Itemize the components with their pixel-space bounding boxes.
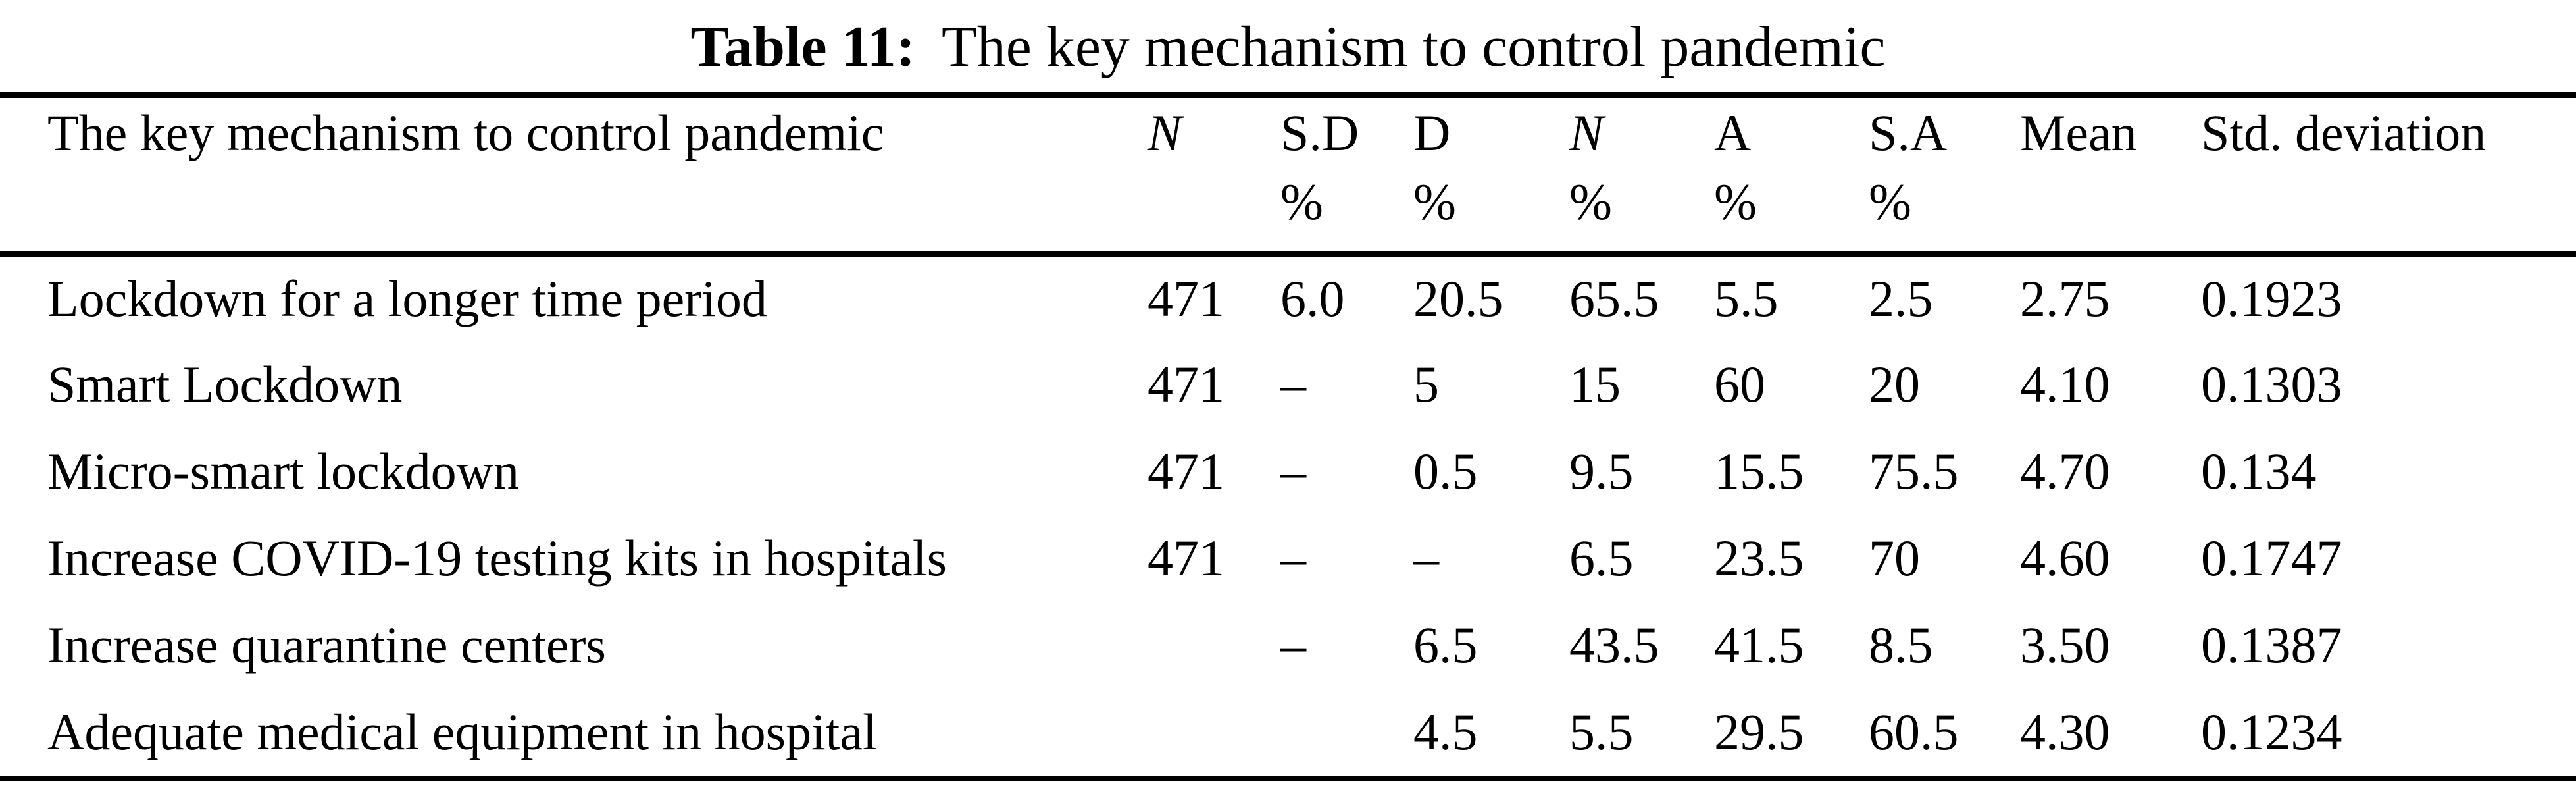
- table-caption-number: Table 11:: [690, 15, 916, 79]
- cell-d: 6.5: [1413, 616, 1478, 674]
- cell-std: 0.134: [2201, 442, 2317, 500]
- cell-std: 0.1923: [2201, 270, 2342, 328]
- cell-n-total: 471: [1148, 270, 1225, 328]
- cell-a: 60: [1714, 356, 1765, 413]
- cell-sd: –: [1280, 442, 1306, 500]
- header-cell-sa-percent: S.A %: [1869, 98, 2020, 257]
- cell-mean: 4.30: [2020, 703, 2110, 760]
- header-label: S.A: [1869, 104, 1948, 161]
- table-row: Lockdown for a longer time period 471 6.…: [0, 254, 2576, 341]
- header-cell-sd-percent: S.D %: [1280, 98, 1413, 257]
- cell-n-total: [1148, 689, 1280, 776]
- cell-std: 0.1234: [2201, 703, 2342, 760]
- cell-n: 5.5: [1569, 703, 1634, 760]
- cell-mean: 2.75: [2020, 270, 2110, 328]
- header-cell-mean: Mean: [2020, 98, 2201, 257]
- cell-sa: 60.5: [1869, 703, 1959, 760]
- cell-sd: –: [1280, 356, 1306, 413]
- cell-sa: 8.5: [1869, 616, 1933, 674]
- cell-sd: –: [1280, 616, 1306, 674]
- cell-n: 15: [1569, 356, 1621, 413]
- cell-a: 5.5: [1714, 270, 1779, 328]
- table-caption-title: The key mechanism to control pandemic: [942, 15, 1886, 79]
- cell-mechanism: Increase COVID-19 testing kits in hospit…: [47, 529, 947, 587]
- cell-n-total: [1148, 602, 1280, 689]
- cell-d: 4.5: [1413, 703, 1478, 760]
- cell-a: 41.5: [1714, 616, 1804, 674]
- cell-n-total: 471: [1148, 442, 1225, 500]
- cell-n-total: 471: [1148, 529, 1225, 587]
- header-sublabel: %: [1569, 173, 1612, 230]
- table-row: Adequate medical equipment in hospital 4…: [0, 689, 2576, 776]
- cell-mean: 4.70: [2020, 442, 2110, 500]
- header-cell-n-percent: N %: [1569, 98, 1714, 257]
- cell-a: 29.5: [1714, 703, 1804, 760]
- cell-a: 23.5: [1714, 529, 1804, 587]
- header-label: A: [1714, 104, 1752, 161]
- cell-d: 0.5: [1413, 442, 1478, 500]
- cell-d: –: [1413, 529, 1439, 587]
- statistics-table: The key mechanism to control pandemic N …: [0, 98, 2576, 776]
- cell-n: 6.5: [1569, 529, 1634, 587]
- cell-sa: 75.5: [1869, 442, 1959, 500]
- cell-sa: 2.5: [1869, 270, 1933, 328]
- table-row: Smart Lockdown 471 – 5 15 60 20 4.10 0.1…: [0, 341, 2576, 428]
- cell-n: 43.5: [1569, 616, 1659, 674]
- cell-mean: 4.60: [2020, 529, 2110, 587]
- header-cell-std-deviation: Std. deviation: [2201, 98, 2576, 257]
- header-sublabel: %: [1869, 173, 1911, 230]
- header-label: N: [1569, 104, 1604, 161]
- header-label: D: [1413, 104, 1451, 161]
- header-row: The key mechanism to control pandemic N …: [0, 98, 2576, 257]
- header-sublabel: %: [1280, 173, 1323, 230]
- bottom-rule: [0, 776, 2576, 781]
- header-sublabel: %: [1413, 173, 1456, 230]
- header-cell-mechanism: The key mechanism to control pandemic: [0, 98, 1148, 257]
- cell-mechanism: Smart Lockdown: [47, 356, 403, 413]
- header-label: Std. deviation: [2201, 104, 2487, 161]
- cell-mean: 3.50: [2020, 616, 2110, 674]
- cell-n-total: 471: [1148, 356, 1225, 413]
- header-cell-d-percent: D %: [1413, 98, 1569, 257]
- table-row: Increase quarantine centers – 6.5 43.5 4…: [0, 602, 2576, 689]
- cell-a: 15.5: [1714, 442, 1804, 500]
- cell-mechanism: Lockdown for a longer time period: [47, 270, 767, 328]
- table-row: Micro-smart lockdown 471 – 0.5 9.5 15.5 …: [0, 428, 2576, 515]
- cell-d: 5: [1413, 356, 1439, 413]
- cell-d: 20.5: [1413, 270, 1503, 328]
- cell-sd: –: [1280, 529, 1306, 587]
- cell-sa: 20: [1869, 356, 1920, 413]
- header-label: Mean: [2020, 104, 2137, 161]
- table-caption: Table 11: The key mechanism to control pa…: [0, 0, 2576, 92]
- cell-std: 0.1303: [2201, 356, 2342, 413]
- cell-n: 65.5: [1569, 270, 1659, 328]
- top-rule: [0, 92, 2576, 98]
- header-label: S.D: [1280, 104, 1359, 161]
- cell-mechanism: Adequate medical equipment in hospital: [47, 703, 877, 760]
- cell-std: 0.1747: [2201, 529, 2342, 587]
- cell-mean: 4.10: [2020, 356, 2110, 413]
- header-label: N: [1148, 104, 1182, 161]
- cell-mechanism: Micro-smart lockdown: [47, 442, 520, 500]
- header-sublabel: [1148, 167, 1280, 236]
- header-cell-n-total: N: [1148, 98, 1280, 257]
- cell-std: 0.1387: [2201, 616, 2342, 674]
- table-row: Increase COVID-19 testing kits in hospit…: [0, 515, 2576, 602]
- header-label: The key mechanism to control pandemic: [47, 104, 884, 161]
- cell-sd: 6.0: [1280, 270, 1345, 328]
- header-cell-a-percent: A %: [1714, 98, 1869, 257]
- cell-mechanism: Increase quarantine centers: [47, 616, 606, 674]
- cell-n: 9.5: [1569, 442, 1634, 500]
- cell-sd: [1280, 689, 1413, 776]
- header-sublabel: %: [1714, 173, 1757, 230]
- cell-sa: 70: [1869, 529, 1920, 587]
